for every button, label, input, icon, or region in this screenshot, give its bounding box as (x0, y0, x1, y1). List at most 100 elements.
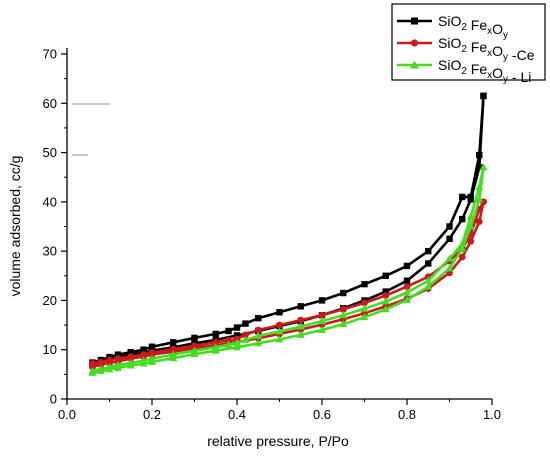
data-point (212, 338, 220, 346)
legend-subscript: x (487, 48, 492, 59)
data-point (340, 289, 347, 297)
y-tick-label: 50 (43, 145, 57, 160)
legend-subscript: 2 (461, 66, 467, 77)
data-point (445, 254, 454, 262)
legend-text-part: O (492, 65, 503, 81)
data-point (475, 183, 484, 191)
data-point (276, 321, 283, 329)
series-1 (89, 198, 487, 371)
data-point (242, 331, 249, 339)
data-point (89, 360, 96, 367)
data-point (476, 164, 483, 171)
legend-text-part: Fe (467, 39, 487, 55)
data-point (458, 253, 466, 261)
data-point (140, 346, 147, 353)
data-point (424, 282, 433, 290)
legend-subscript: 2 (461, 22, 467, 33)
data-point (466, 212, 475, 220)
data-point (360, 313, 369, 321)
data-point (297, 303, 304, 310)
series-line-adsorption (92, 201, 485, 369)
data-point (446, 223, 453, 230)
series-0 (89, 92, 487, 368)
data-point (296, 322, 305, 330)
legend-label: SiO2 FexOy -Ce (438, 35, 535, 63)
series-line-adsorption (92, 167, 485, 375)
data-point (318, 311, 326, 319)
data-point (297, 316, 305, 324)
data-point (106, 356, 113, 364)
data-point (254, 331, 263, 339)
axis-artifacts (72, 103, 110, 156)
legend-marker (410, 39, 419, 47)
data-point (339, 311, 348, 319)
data-point (254, 339, 263, 347)
legend-subscript: y (503, 52, 508, 63)
data-point (170, 339, 177, 346)
data-point (241, 335, 250, 343)
data-point (339, 305, 347, 313)
data-point (458, 239, 467, 247)
data-point (233, 332, 241, 339)
data-point (403, 295, 411, 303)
legend-marker (411, 17, 418, 25)
data-point (275, 335, 284, 343)
legend-subscript: y (503, 74, 508, 85)
data-point (225, 336, 232, 344)
data-point (224, 340, 233, 348)
data-point (191, 334, 198, 342)
legend-text-part: O (492, 21, 503, 37)
data-point (425, 260, 432, 267)
data-point (190, 346, 199, 354)
x-tick-label: 0.4 (228, 407, 246, 422)
data-point (467, 193, 474, 201)
series-2 (88, 163, 488, 376)
data-point (126, 359, 135, 367)
legend-text-part: SiO (438, 13, 461, 29)
legend-label: SiO2 FexOy (438, 13, 508, 41)
data-point (88, 366, 97, 374)
data-point (425, 247, 432, 255)
data-point (339, 320, 348, 328)
data-point (318, 297, 326, 304)
data-point (211, 343, 220, 351)
legend-subscript: x (487, 70, 492, 81)
y-tick-label: 20 (43, 293, 57, 308)
data-point (381, 305, 390, 313)
data-point (479, 163, 488, 171)
x-tick-label: 0.8 (398, 407, 416, 422)
data-point (445, 264, 454, 272)
data-point (148, 354, 156, 362)
data-point (127, 353, 135, 361)
data-point (403, 262, 411, 270)
data-point (424, 276, 433, 284)
legend-text-part: SiO (438, 35, 461, 51)
axes: 0 10 20 30 40 50 60 70 0.0 0.2 0.4 0.6 0.8 1.0 (43, 47, 502, 423)
legend-subscript: x (487, 26, 492, 37)
data-point (458, 244, 467, 252)
data-point (476, 151, 483, 159)
data-point (225, 327, 232, 335)
legend-text-part: SiO (438, 57, 461, 73)
data-point (382, 292, 390, 299)
data-point (467, 237, 475, 245)
legend-text-part: O (492, 43, 503, 59)
data-point (233, 324, 241, 331)
data-point (114, 360, 122, 368)
data-point (212, 330, 219, 338)
data-point (139, 356, 148, 364)
x-axis-label: relative pressure, P/Po (207, 433, 349, 449)
data-point (475, 218, 483, 225)
y-tick-label: 60 (43, 96, 57, 111)
data-point (459, 215, 466, 223)
y-tick-label: 0 (50, 392, 57, 407)
data-point (475, 195, 484, 203)
data-point (360, 304, 369, 312)
legend-text-part: Fe (467, 61, 487, 77)
data-point (255, 314, 262, 322)
data-point (148, 343, 156, 350)
y-axis-label: volume adsorbed, cc/g (7, 156, 23, 297)
data-point (361, 280, 368, 288)
data-point (382, 288, 389, 295)
data-point (97, 364, 105, 372)
